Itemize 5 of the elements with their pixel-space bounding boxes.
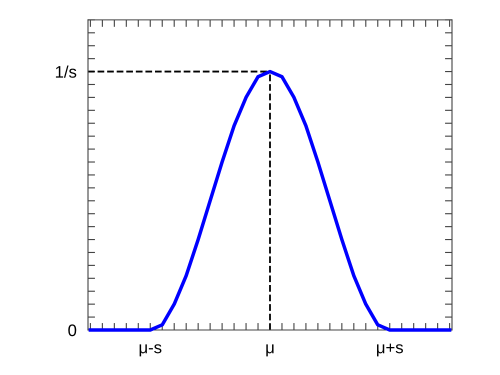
y-tick-label: 0 <box>68 324 76 336</box>
y-tick-label: 1/s <box>56 66 76 78</box>
x-tick-label: μ+s <box>377 344 403 356</box>
x-tick-label: μ <box>266 344 274 356</box>
x-tick-label: μ-s <box>140 344 162 356</box>
